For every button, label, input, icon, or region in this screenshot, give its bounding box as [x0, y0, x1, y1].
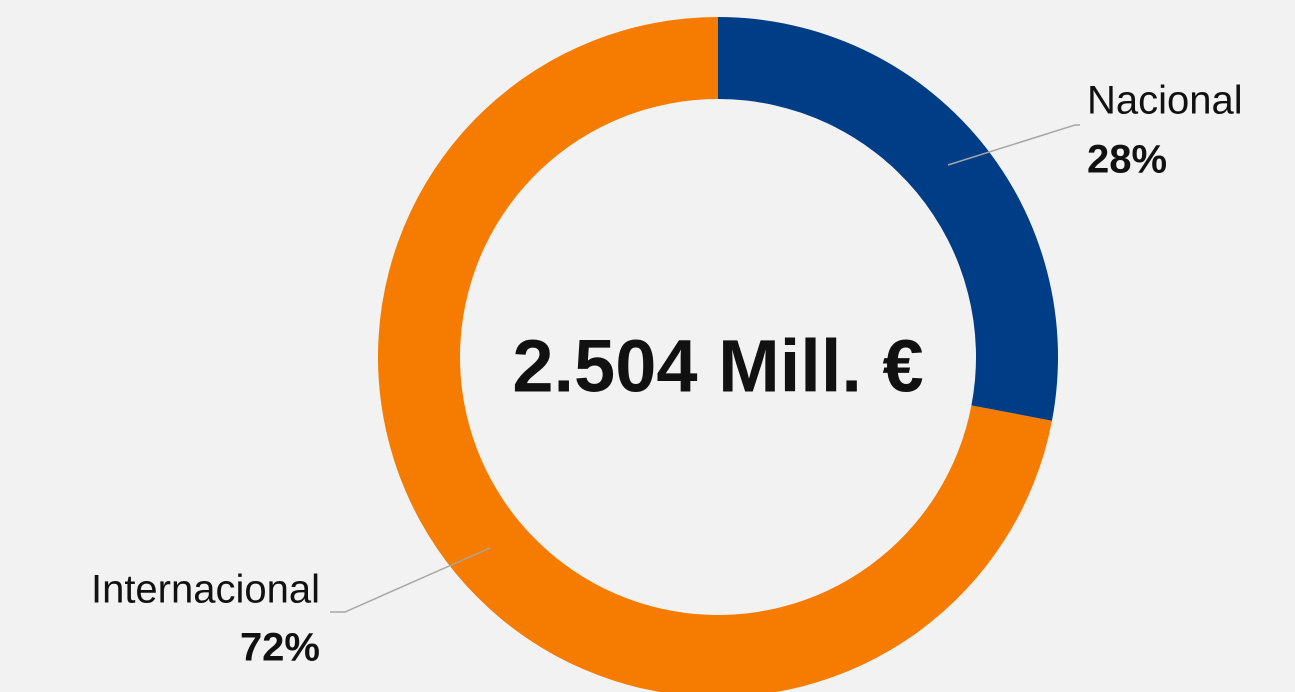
- slice-label: Nacional: [1087, 79, 1243, 123]
- slice: [718, 17, 1058, 421]
- leader-line: [947, 124, 1080, 166]
- value-label: 28%: [1087, 138, 1167, 182]
- leader-line: [330, 547, 491, 613]
- center-label: 2.504 Mill. €: [512, 325, 923, 408]
- slice-label: Internacional: [91, 568, 320, 612]
- value-label: 72%: [240, 626, 320, 670]
